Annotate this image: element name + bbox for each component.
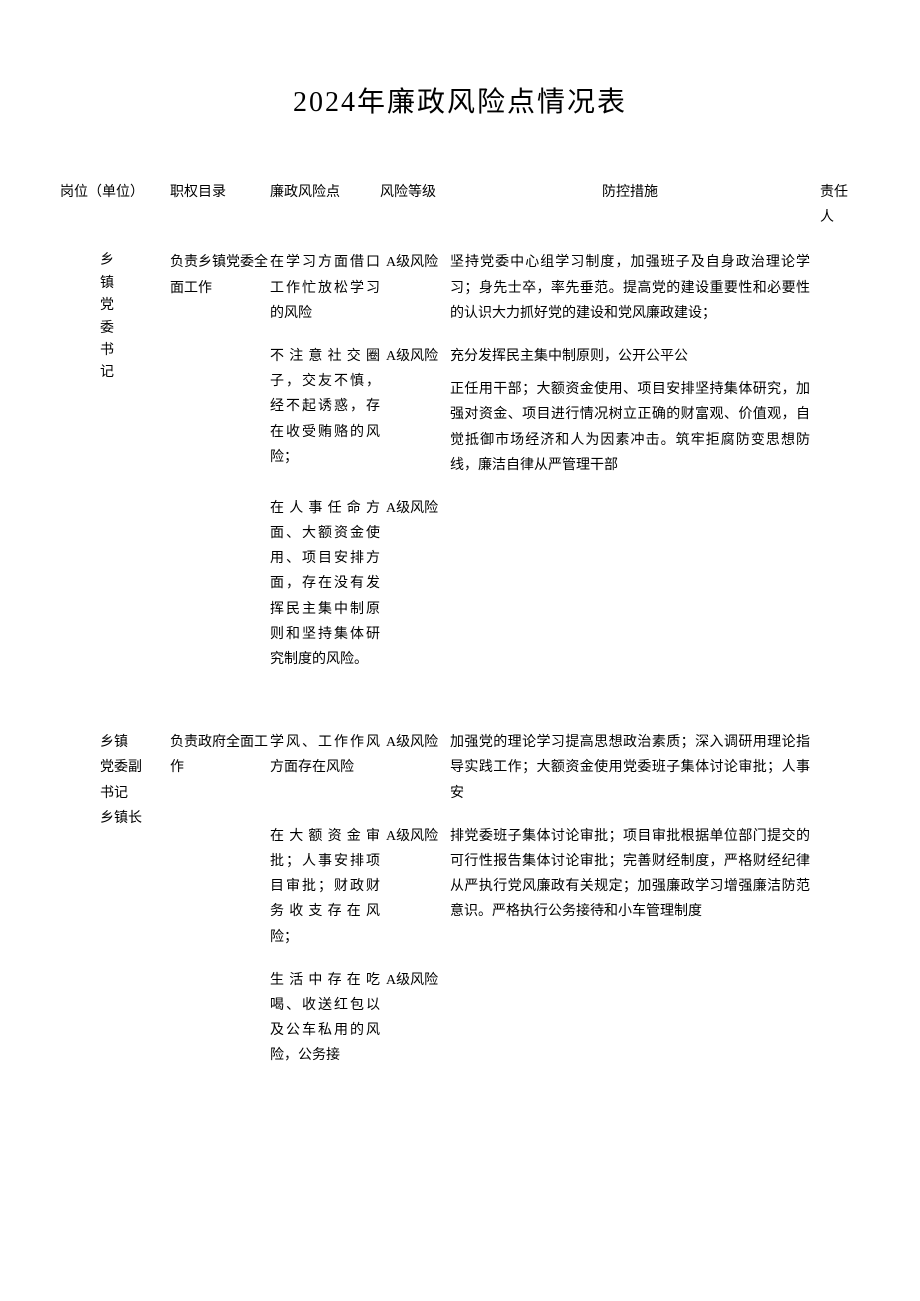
- position-line: 乡镇: [100, 730, 170, 755]
- header-measure: 防控措施: [440, 180, 820, 230]
- risk-cell: 在学习方面借口工作忙放松学习的风险: [270, 250, 380, 326]
- position-char: 书: [100, 340, 116, 362]
- risk-row: 在学习方面借口工作忙放松学习的风险 A级风险 坚持党委中心组学习制度，加强班子及…: [270, 250, 860, 326]
- risk-row: 在大额资金审批；人事安排项目审批；财政财务收支存在风险； A级风险 排党委班子集…: [270, 824, 860, 950]
- risk-cell: 在大额资金审批；人事安排项目审批；财政财务收支存在风险；: [270, 824, 380, 950]
- level-cell: A级风险: [380, 344, 440, 478]
- table-section: 乡 镇 党 委 书 记 负责乡镇党委全面工作 在学习方面借口工作忙放松学习的风险…: [60, 250, 860, 690]
- position-char: 记: [100, 362, 116, 384]
- risk-row: 生活中存在吃喝、收送红包以及公车私用的风险，公务接 A级风险: [270, 968, 860, 1069]
- position-cell: 乡 镇 党 委 书 记: [60, 250, 170, 690]
- risk-cell: 不注意社交圈子，交友不慎，经不起诱惑，存在收受贿赂的风险；: [270, 344, 380, 478]
- position-line: 乡镇长: [100, 806, 170, 831]
- risk-cell: 生活中存在吃喝、收送红包以及公车私用的风险，公务接: [270, 968, 380, 1069]
- person-cell: [820, 344, 860, 478]
- table-header: 岗位（单位） 职权目录 廉政风险点 风险等级 防控措施 责任人: [60, 180, 860, 230]
- position-char: 乡: [100, 250, 116, 272]
- position-text: 乡 镇 党 委 书 记: [100, 250, 116, 384]
- position-char: 党: [100, 295, 116, 317]
- person-cell: [820, 730, 860, 806]
- duty-cell: 负责政府全面工作: [170, 730, 270, 1086]
- person-cell: [820, 968, 860, 1069]
- measure-cell: 坚持党委中心组学习制度，加强班子及自身政治理论学习；身先士卒，率先垂范。提高党的…: [440, 250, 820, 326]
- risk-row: 学风、工作作风方面存在风险 A级风险 加强党的理论学习提高思想政治素质；深入调研…: [270, 730, 860, 806]
- header-duty: 职权目录: [170, 180, 270, 230]
- level-cell: A级风险: [380, 730, 440, 806]
- risk-row: 不注意社交圈子，交友不慎，经不起诱惑，存在收受贿赂的风险； A级风险 充分发挥民…: [270, 344, 860, 478]
- level-cell: A级风险: [380, 496, 440, 672]
- measure-cell: [440, 968, 820, 1069]
- table-section: 乡镇 党委副 书记 乡镇长 负责政府全面工作 学风、工作作风方面存在风险 A级风…: [60, 730, 860, 1086]
- position-char: 委: [100, 318, 116, 340]
- level-cell: A级风险: [380, 250, 440, 326]
- measure-cell: 加强党的理论学习提高思想政治素质；深入调研用理论指导实践工作；大额资金使用党委班…: [440, 730, 820, 806]
- header-person: 责任人: [820, 180, 860, 230]
- position-cell: 乡镇 党委副 书记 乡镇长: [60, 730, 170, 1086]
- header-position: 岗位（单位）: [60, 180, 170, 230]
- risk-cell: 学风、工作作风方面存在风险: [270, 730, 380, 806]
- person-cell: [820, 496, 860, 672]
- header-level: 风险等级: [380, 180, 440, 230]
- measure-cell: 排党委班子集体讨论审批；项目审批根据单位部门提交的可行性报告集体讨论审批；完善财…: [440, 824, 820, 950]
- header-risk: 廉政风险点: [270, 180, 380, 230]
- position-char: 镇: [100, 273, 116, 295]
- risk-cell: 在人事任命方面、大额资金使用、项目安排方面，存在没有发挥民主集中制原则和坚持集体…: [270, 496, 380, 672]
- measure-text-cont: 正任用干部；大额资金使用、项目安排坚持集体研究，加强对资金、项目进行情况树立正确…: [450, 377, 810, 478]
- risk-table: 岗位（单位） 职权目录 廉政风险点 风险等级 防控措施 责任人 乡 镇 党 委 …: [60, 180, 860, 1086]
- position-line: 党委副: [100, 755, 170, 780]
- person-cell: [820, 250, 860, 326]
- measure-text: 充分发挥民主集中制原则，公开公平公: [450, 344, 810, 369]
- measure-cell: [440, 496, 820, 672]
- risk-row: 在人事任命方面、大额资金使用、项目安排方面，存在没有发挥民主集中制原则和坚持集体…: [270, 496, 860, 672]
- level-cell: A级风险: [380, 968, 440, 1069]
- duty-cell: 负责乡镇党委全面工作: [170, 250, 270, 690]
- level-cell: A级风险: [380, 824, 440, 950]
- position-line: 书记: [100, 781, 170, 806]
- person-cell: [820, 824, 860, 950]
- measure-cell: 充分发挥民主集中制原则，公开公平公 正任用干部；大额资金使用、项目安排坚持集体研…: [440, 344, 820, 478]
- page-title: 2024年廉政风险点情况表: [60, 80, 860, 120]
